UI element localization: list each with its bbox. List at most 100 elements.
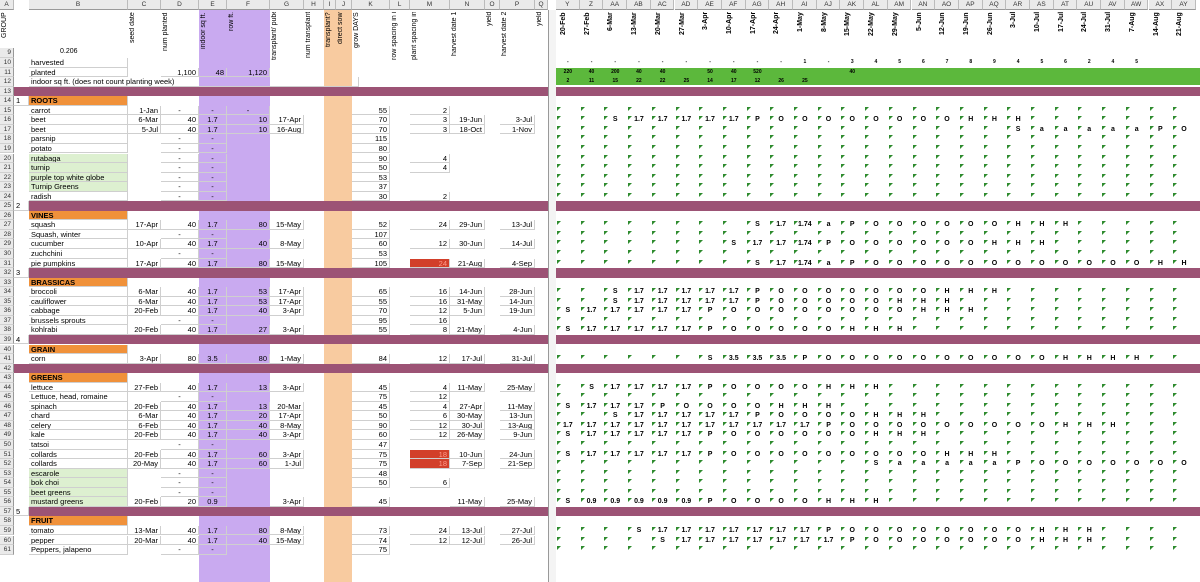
week-status[interactable]: O	[1086, 460, 1092, 468]
crop-name[interactable]: Lettuce, head, romaine	[29, 392, 128, 402]
indoor-sq-ft[interactable]: 1.7	[199, 382, 227, 393]
week-status[interactable]: O	[778, 326, 784, 334]
row-ft[interactable]: -	[227, 105, 270, 116]
week-status[interactable]: 0.9	[586, 498, 597, 506]
week-status[interactable]: S	[731, 240, 737, 248]
week-status[interactable]: O	[849, 240, 855, 248]
week-status[interactable]: a	[921, 460, 926, 468]
week-status[interactable]: P	[707, 450, 713, 458]
seed-date[interactable]: 1-Jan	[128, 105, 161, 116]
seed-date[interactable]: 6-Mar	[128, 411, 161, 421]
indoor-sq-ft[interactable]: 3.5	[199, 354, 227, 364]
row-ft[interactable]: 40	[227, 535, 270, 546]
week-status[interactable]: O	[778, 383, 784, 391]
num-planted[interactable]: -	[161, 545, 199, 555]
crop-name[interactable]: pepper	[29, 535, 128, 546]
week-status[interactable]: H	[1110, 421, 1116, 429]
grow-days[interactable]: 37	[352, 182, 390, 192]
week-status[interactable]: O	[825, 288, 832, 296]
num-planted[interactable]: 40	[161, 124, 199, 135]
week-status[interactable]: 1.7	[728, 288, 739, 296]
week-status[interactable]: O	[802, 498, 808, 506]
week-status[interactable]: 0.9	[634, 498, 644, 506]
seed-date[interactable]: 6-Feb	[128, 420, 161, 431]
num-planted[interactable]: -	[161, 143, 199, 154]
week-status[interactable]: 0.9	[657, 498, 668, 506]
week-status[interactable]: O	[920, 355, 927, 363]
week-status[interactable]: O	[778, 116, 784, 124]
harvest-date-1[interactable]: 26-May	[450, 430, 485, 440]
week-status[interactable]: H	[944, 307, 950, 315]
week-status[interactable]: O	[873, 297, 879, 305]
num-planted[interactable]: 40	[161, 287, 199, 297]
week-status[interactable]: H	[920, 307, 926, 315]
week-status[interactable]: O	[802, 383, 808, 391]
week-status[interactable]: O	[896, 221, 903, 229]
week-status[interactable]: O	[968, 526, 974, 534]
week-status[interactable]: H	[1063, 221, 1069, 229]
column-letter-ak[interactable]: AK	[840, 0, 865, 10]
week-status[interactable]: H	[944, 450, 950, 458]
indoor-sq-ft[interactable]: 1.7	[199, 258, 227, 269]
harvest-date-2[interactable]: 4-Sep	[500, 258, 535, 269]
crop-name[interactable]: collards	[29, 459, 128, 469]
grow-days[interactable]: 55	[352, 325, 390, 335]
week-status[interactable]: O	[920, 536, 927, 544]
harvest-date-2[interactable]: 28-Jun	[500, 287, 535, 297]
week-status[interactable]: P	[755, 116, 760, 124]
transplant-date[interactable]: 3-Apr	[270, 325, 304, 335]
transplant-date[interactable]: 17-Apr	[270, 287, 304, 297]
crop-name[interactable]: kale	[29, 430, 128, 440]
week-status[interactable]: O	[991, 421, 998, 429]
week-status[interactable]: O	[849, 288, 855, 296]
harvest-date-2[interactable]: 31-Jul	[500, 354, 535, 364]
week-status[interactable]: 1.7	[681, 288, 692, 296]
row-ft[interactable]: 40	[227, 239, 270, 249]
week-status[interactable]: 1.7	[657, 288, 668, 296]
num-planted[interactable]: 40	[161, 401, 199, 412]
week-status[interactable]: O	[802, 288, 808, 296]
week-status[interactable]: 1.7	[586, 402, 597, 410]
week-status[interactable]: P	[707, 498, 713, 506]
week-status[interactable]: O	[873, 259, 879, 267]
week-status[interactable]: O	[754, 383, 761, 391]
week-status[interactable]: P	[826, 421, 831, 429]
crop-name[interactable]: spinach	[29, 401, 128, 412]
week-status[interactable]: H	[1039, 536, 1045, 544]
week-status[interactable]: O	[1039, 259, 1045, 267]
week-status[interactable]: P	[826, 526, 831, 534]
column-letter-aj[interactable]: AJ	[816, 0, 841, 10]
grow-days[interactable]: 90	[352, 420, 390, 431]
column-letter-b[interactable]: B	[29, 0, 128, 10]
week-status[interactable]: O	[754, 431, 761, 439]
week-status[interactable]: S	[565, 402, 571, 410]
row-ft[interactable]: 53	[227, 296, 270, 307]
week-status[interactable]: H	[968, 288, 974, 296]
transplant-date[interactable]: 17-Apr	[270, 411, 304, 421]
week-status[interactable]: 1.7	[728, 536, 739, 544]
num-planted[interactable]: -	[161, 315, 199, 326]
week-status[interactable]: O	[896, 421, 903, 429]
harvest-date-1[interactable]: 19-Jun	[450, 115, 485, 125]
grow-days[interactable]: 50	[352, 478, 390, 488]
indoor-sq-ft[interactable]: -	[199, 163, 227, 173]
num-planted[interactable]: -	[161, 153, 199, 164]
week-status[interactable]: 1.7	[681, 116, 692, 124]
indoor-sq-ft[interactable]: 1.7	[199, 430, 227, 440]
week-status[interactable]: a	[968, 460, 973, 468]
row-ft[interactable]: 80	[227, 220, 270, 230]
harvest-date-2[interactable]: 27-Jul	[500, 525, 535, 536]
harvest-date-2[interactable]: 21-Sep	[500, 459, 535, 469]
crop-name[interactable]: Turnip Greens	[29, 182, 128, 192]
grow-days[interactable]: 52	[352, 220, 390, 230]
num-planted[interactable]: -	[161, 478, 199, 488]
week-status[interactable]: O	[778, 431, 784, 439]
harvest-date-1[interactable]: 29-Jun	[450, 220, 485, 230]
column-letter-f[interactable]: F	[227, 0, 270, 10]
week-status[interactable]: O	[802, 307, 808, 315]
indoor-sq-ft[interactable]: 1.7	[199, 401, 227, 412]
week-status[interactable]: O	[754, 498, 761, 506]
indoor-sq-ft[interactable]: -	[199, 153, 227, 164]
column-letter-ax[interactable]: AX	[1148, 0, 1173, 10]
week-status[interactable]: 1.7	[776, 221, 786, 229]
